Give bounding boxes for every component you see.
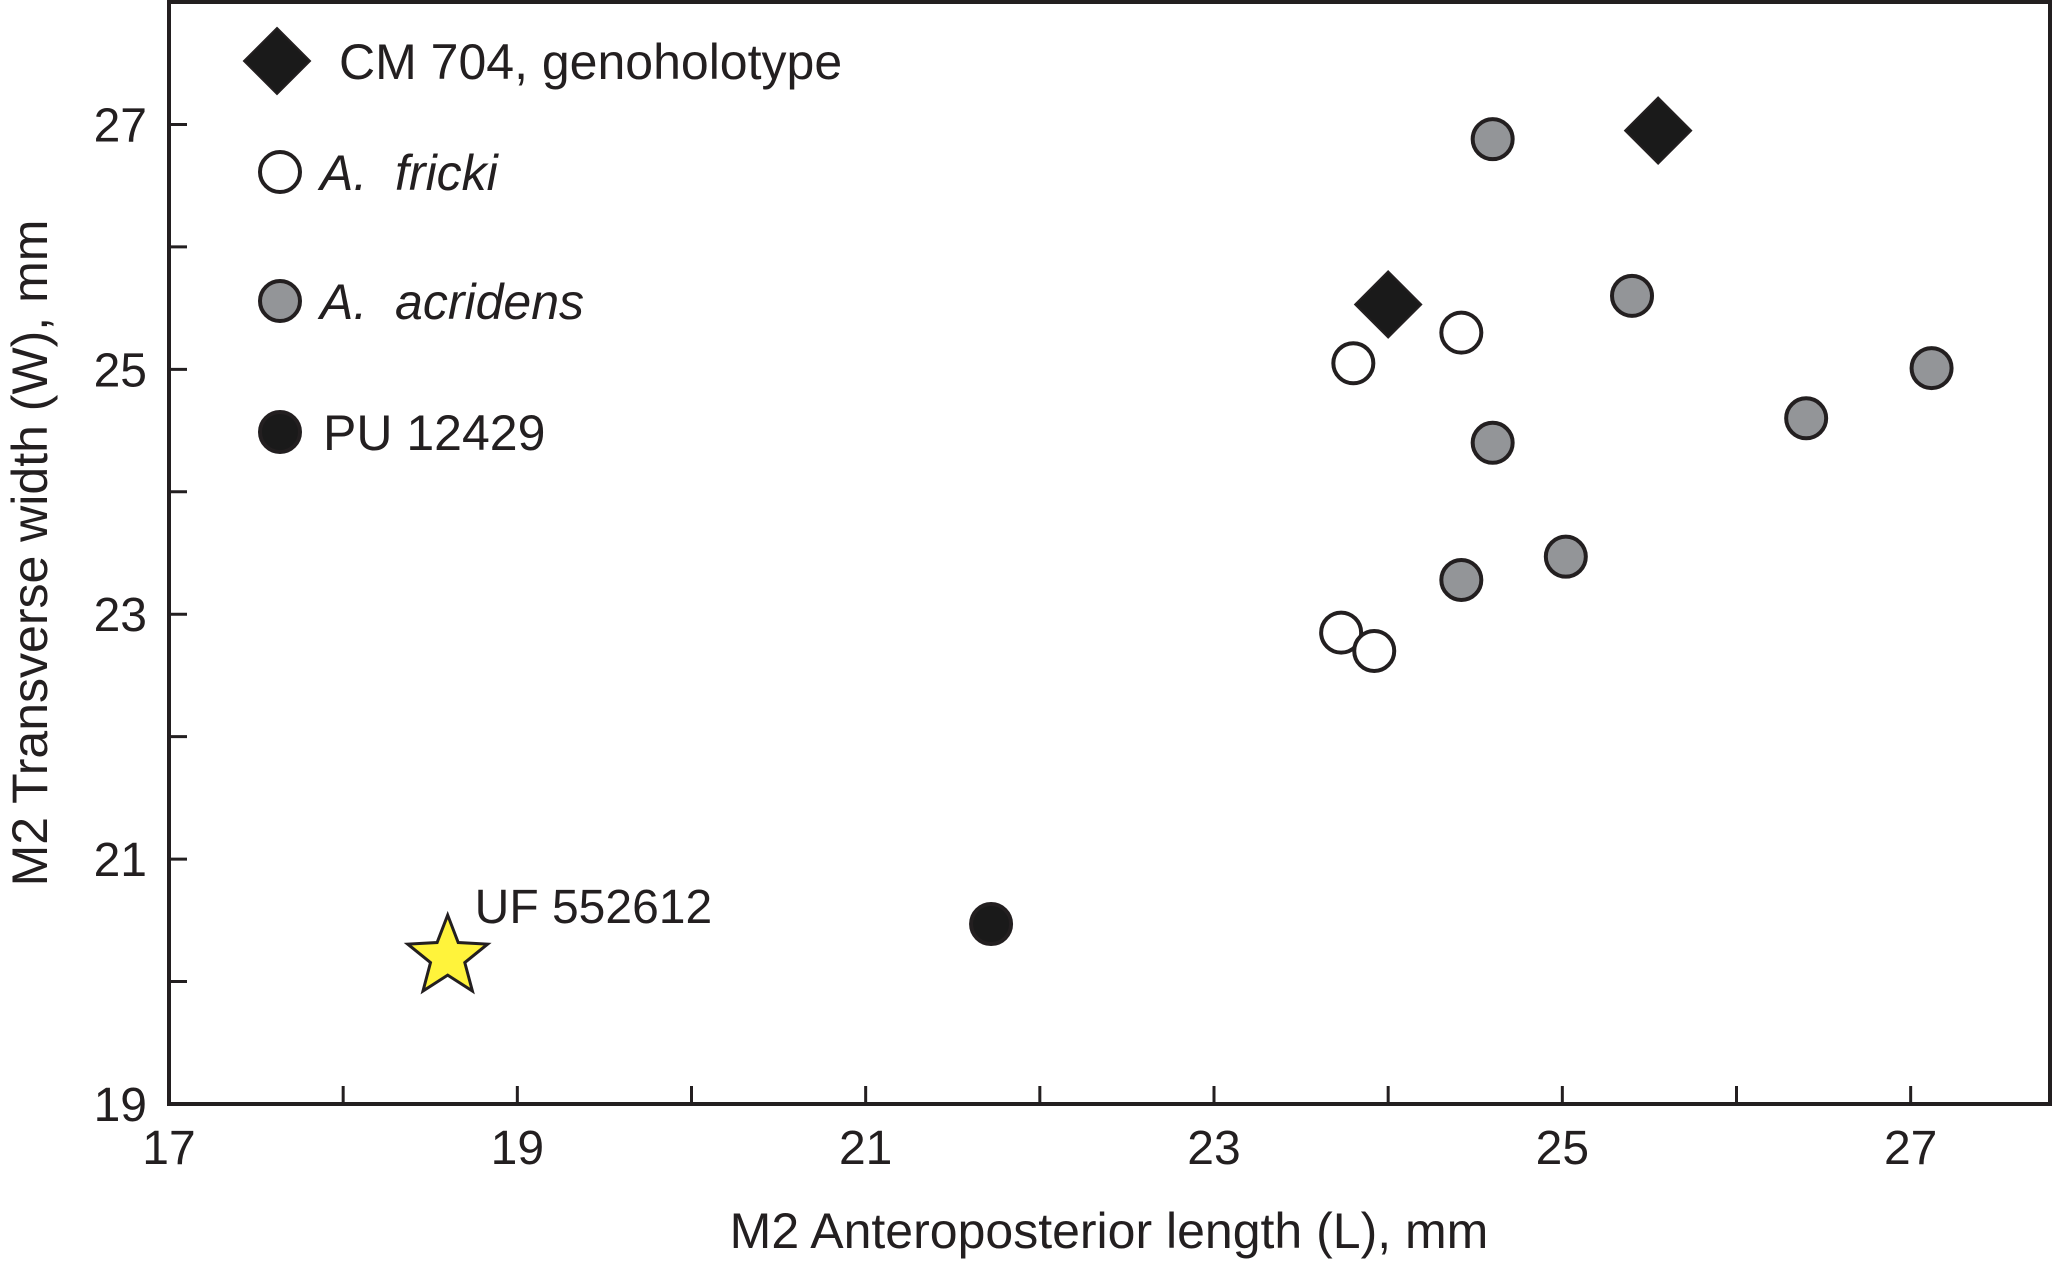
- y-tick-label: 19: [94, 1079, 147, 1132]
- data-point-a-acridens: [1909, 346, 1954, 391]
- x-tick-label: 21: [839, 1122, 892, 1175]
- legend-label-a-acridens: A. acridens: [317, 274, 584, 330]
- y-tick-label: 21: [94, 834, 147, 887]
- data-point-a-fricki: [1352, 628, 1397, 673]
- data-point-a-acridens: [1439, 557, 1484, 602]
- x-tick-label: 23: [1187, 1122, 1240, 1175]
- data-point-a-acridens: [1784, 396, 1829, 441]
- data-point-a-acridens: [1470, 420, 1515, 465]
- x-axis-label: M2 Anteroposterior length (L), mm: [730, 1203, 1489, 1259]
- x-tick-label: 25: [1536, 1122, 1589, 1175]
- x-tick-label: 19: [491, 1122, 544, 1175]
- legend-marker-a-acridens: [258, 279, 302, 323]
- legend-label-pu-12429: PU 12429: [323, 405, 545, 461]
- data-point-a-fricki: [1331, 341, 1376, 386]
- y-tick-label: 27: [94, 99, 147, 152]
- annotation-uf-552612: UF 552612: [475, 881, 712, 934]
- x-tick-label: 27: [1884, 1122, 1937, 1175]
- data-point-a-acridens: [1543, 534, 1588, 579]
- data-point-cm-704-genoholotype: [1353, 270, 1423, 339]
- legend-marker-a-fricki: [258, 150, 302, 194]
- legend-label-cm-704-genoholotype: CM 704, genoholotype: [339, 34, 842, 90]
- legend-marker-pu-12429: [258, 410, 302, 454]
- plot-frame: [167, 0, 2052, 1106]
- y-tick-label: 25: [94, 344, 147, 397]
- y-axis-label: M2 Transverse width (W), mm: [2, 220, 58, 887]
- data-point-a-fricki: [1439, 310, 1484, 355]
- data-point-pu-12429: [969, 902, 1014, 947]
- legend-label-a-fricki: A. fricki: [317, 145, 500, 201]
- y-tick-label: 23: [94, 589, 147, 642]
- data-point-a-acridens: [1470, 117, 1515, 162]
- legend: CM 704, genoholotype A. fricki A. acridens…: [242, 26, 842, 461]
- data-point-cm-704-genoholotype: [1623, 96, 1693, 165]
- x-tick-label: 17: [142, 1122, 195, 1175]
- legend-marker-cm-704-genoholotype: [242, 26, 312, 96]
- data-point-uf-552612: [403, 910, 492, 995]
- data-point-a-acridens: [1610, 273, 1654, 318]
- data-marks: [403, 96, 1954, 995]
- data-point-a-fricki: [1319, 610, 1364, 655]
